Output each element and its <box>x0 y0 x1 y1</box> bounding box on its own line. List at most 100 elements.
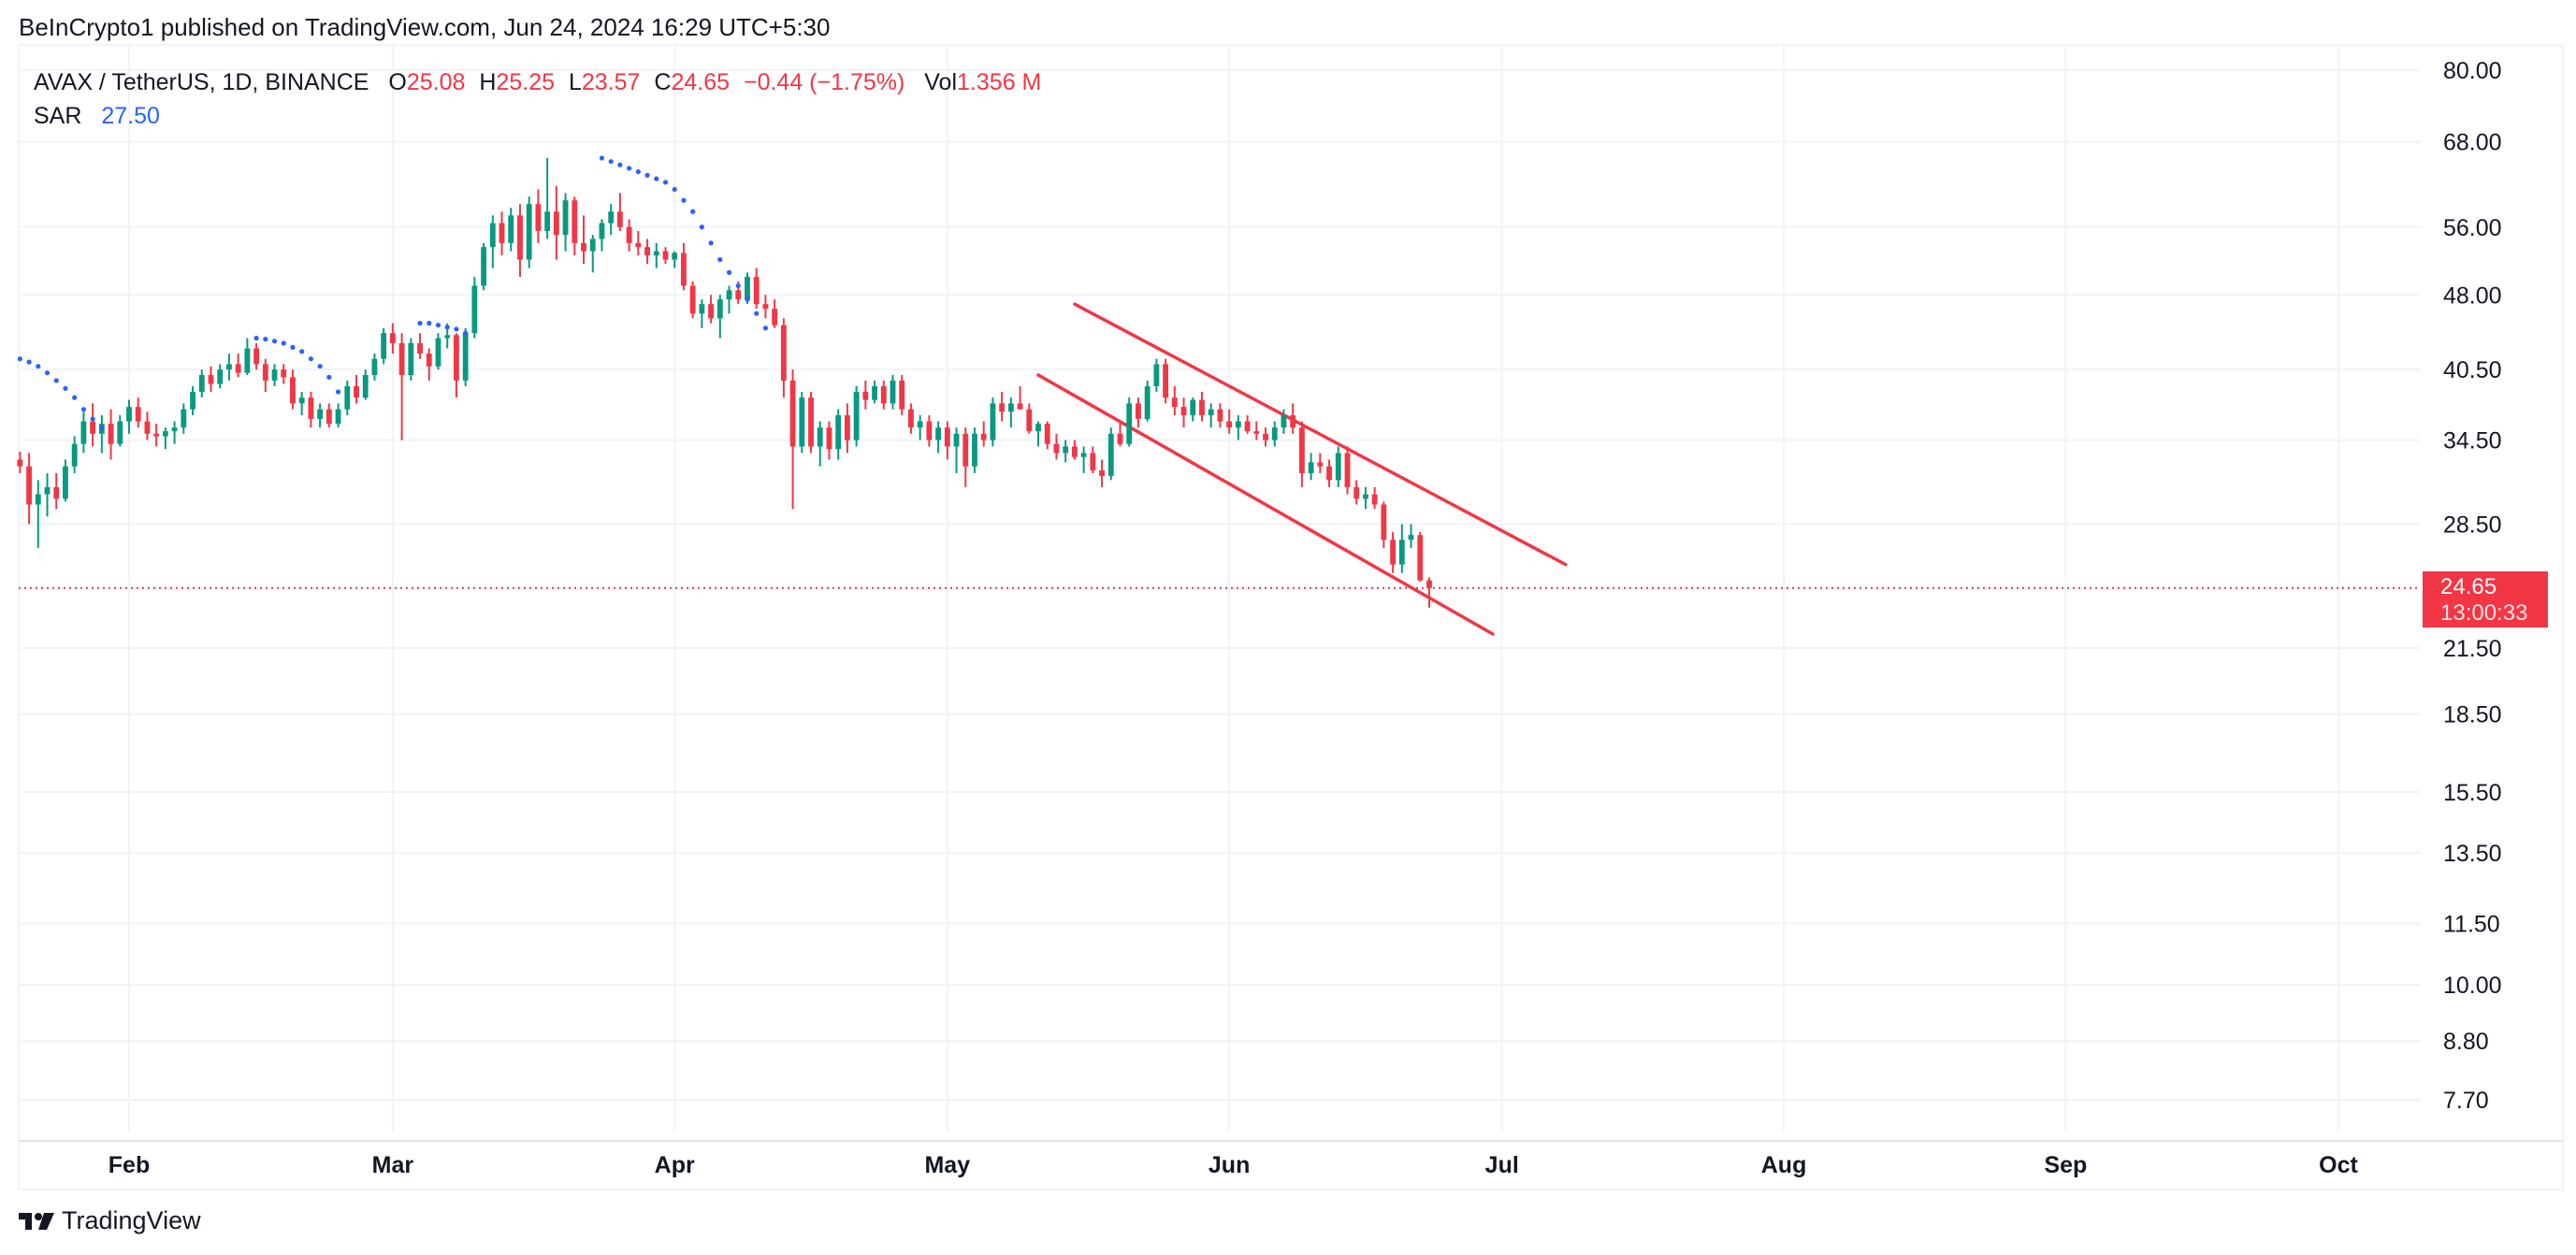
candle-body <box>190 391 195 410</box>
candle-body <box>980 433 987 440</box>
sar-dot <box>90 416 95 422</box>
candle <box>862 380 869 410</box>
candle-body <box>298 397 305 404</box>
candle <box>298 391 305 416</box>
candle-body <box>162 431 168 437</box>
candle-body <box>389 333 396 344</box>
candle <box>198 369 205 398</box>
candle <box>1390 531 1397 573</box>
candle-body <box>853 391 860 440</box>
candle <box>1107 427 1114 481</box>
candle-body <box>1090 453 1096 471</box>
candle <box>462 327 469 386</box>
candle <box>708 295 715 324</box>
y-tick-label: 56.00 <box>2443 215 2502 241</box>
candle-body <box>244 348 251 373</box>
candle <box>672 251 678 268</box>
candle-body <box>562 200 569 236</box>
candle <box>135 397 141 428</box>
open-value: 25.08 <box>406 69 466 95</box>
candle <box>181 403 187 434</box>
footer-brand-label: TradingView <box>62 1206 201 1234</box>
symbol-label[interactable]: AVAX / TetherUS, 1D, BINANCE <box>34 69 369 95</box>
candle <box>1381 501 1387 548</box>
sar-dot <box>644 172 650 178</box>
candle <box>235 353 241 378</box>
x-tick-label: Mar <box>372 1152 414 1178</box>
sar-dot <box>290 344 296 351</box>
footer-brand[interactable]: TradingView <box>19 1206 201 1235</box>
candle-body <box>135 407 141 422</box>
candle <box>926 415 933 447</box>
close-value: 24.65 <box>671 69 731 95</box>
candle-body <box>26 466 32 505</box>
candle-body <box>1426 580 1432 588</box>
candle <box>126 399 132 434</box>
candle-body <box>953 433 960 447</box>
candle <box>999 391 1006 422</box>
candle-body <box>517 215 523 260</box>
candle-body <box>1136 403 1141 419</box>
candle <box>171 421 178 444</box>
candle <box>908 403 914 434</box>
sar-dot <box>717 257 723 263</box>
candle-body <box>1298 427 1305 473</box>
sar-label[interactable]: SAR <box>34 103 82 129</box>
candle <box>817 421 823 467</box>
sar-dot <box>299 349 305 354</box>
candle <box>1363 486 1368 510</box>
candle-body <box>535 204 542 231</box>
candle-body <box>1290 415 1296 428</box>
y-tick-label: 15.50 <box>2443 780 2502 806</box>
candle <box>354 375 359 404</box>
last-price-tag: 24.65 13:00:33 <box>2423 571 2548 628</box>
candle-body <box>198 375 205 392</box>
candle <box>344 380 351 416</box>
candle <box>1199 391 1205 422</box>
sar-dot <box>26 359 32 365</box>
candle-body <box>972 433 977 467</box>
candle-body <box>935 427 942 440</box>
candle-body <box>471 285 478 334</box>
candle-body <box>1017 403 1023 410</box>
candle <box>1235 415 1241 440</box>
sar-dot <box>326 374 332 380</box>
sar-dot <box>17 356 22 362</box>
volume-value: 1.356 M <box>957 69 1042 95</box>
candle <box>499 211 505 256</box>
y-tick-label: 18.50 <box>2443 702 2502 728</box>
candle <box>244 338 251 376</box>
sar-dot <box>72 395 78 400</box>
candle <box>1190 397 1196 422</box>
candle-body <box>1371 494 1378 505</box>
candle-body <box>335 409 341 425</box>
candle <box>362 369 369 400</box>
candle-body <box>53 486 60 499</box>
candle <box>454 333 459 398</box>
candle <box>835 409 842 460</box>
candle-body <box>499 223 505 243</box>
candle <box>1426 577 1432 608</box>
candle-body <box>235 364 241 373</box>
candle <box>80 411 87 454</box>
candle <box>63 459 68 502</box>
bar-countdown: 13:00:33 <box>2440 600 2528 626</box>
candle <box>1344 446 1351 495</box>
volume-label: Vol <box>924 69 958 95</box>
candle-body <box>1344 453 1351 487</box>
candle-body <box>716 299 723 319</box>
candle <box>1271 421 1278 447</box>
candle <box>253 343 259 370</box>
x-tick-label: Apr <box>655 1152 695 1178</box>
candle <box>844 403 850 454</box>
candle-body <box>271 369 278 381</box>
candle-body <box>1199 399 1205 416</box>
x-tick-label: Jul <box>1485 1152 1519 1178</box>
candle-body <box>872 385 877 400</box>
y-tick-label: 34.50 <box>2443 428 2502 454</box>
candle <box>1017 385 1023 410</box>
candle-body <box>117 421 123 444</box>
candle <box>599 219 605 252</box>
candle-body <box>208 375 214 384</box>
